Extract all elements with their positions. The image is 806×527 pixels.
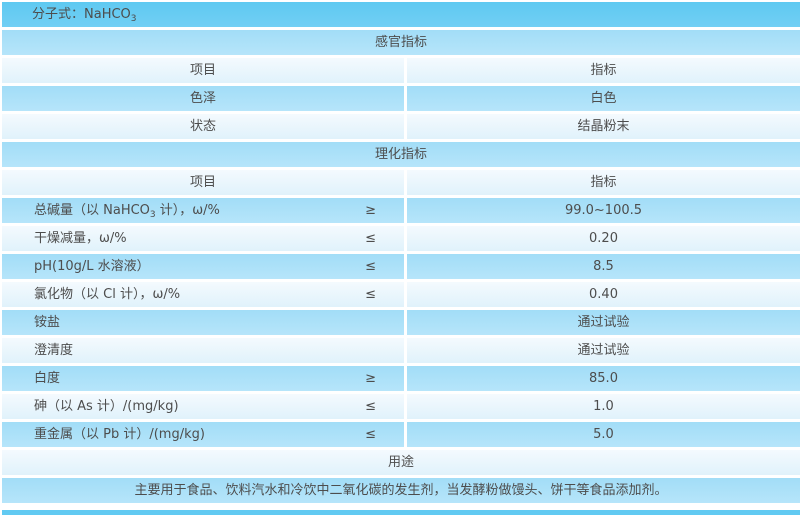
section-header-physchem-label: 理化指标 bbox=[2, 142, 800, 167]
row-drying-loss-label-cell: 干燥减量，ω/% ≤ bbox=[2, 226, 404, 251]
row-ph-value: 8.5 bbox=[407, 254, 800, 279]
row-arsenic-label: 砷（以 As 计）/(mg/kg) bbox=[34, 399, 179, 414]
row-state-label: 状态 bbox=[2, 114, 404, 139]
row-chloride-label-cell: 氯化物（以 Cl 计），ω/% ≤ bbox=[2, 282, 404, 307]
section-header-usage: 用途 bbox=[2, 450, 800, 475]
table-row-ammonium: 铵盐 通过试验 bbox=[2, 310, 800, 335]
row-chloride-label: 氯化物（以 Cl 计），ω/% bbox=[34, 287, 181, 302]
row-ammonium-label: 铵盐 bbox=[34, 315, 61, 330]
row-total-alkali-subscript: 3 bbox=[149, 210, 156, 220]
row-ph-label: pH(10g/L 水溶液） bbox=[34, 259, 150, 274]
table-row-state: 状态 结晶粉末 bbox=[2, 114, 800, 139]
row-arsenic-value: 1.0 bbox=[407, 394, 800, 419]
table-row-color: 色泽 白色 bbox=[2, 86, 800, 111]
table-header-row-physchem: 项目 指标 bbox=[2, 170, 800, 195]
section-header-usage-label: 用途 bbox=[2, 450, 800, 475]
row-ammonium-label-cell: 铵盐 bbox=[2, 310, 404, 335]
row-drying-loss-value: 0.20 bbox=[407, 226, 800, 251]
row-color-value: 白色 bbox=[407, 86, 800, 111]
row-heavy-metal-value: 5.0 bbox=[407, 422, 800, 447]
gte-symbol: ≥ bbox=[365, 371, 376, 386]
table-row-drying-loss: 干燥减量，ω/% ≤ 0.20 bbox=[2, 226, 800, 251]
row-chloride-value: 0.40 bbox=[407, 282, 800, 307]
molecular-formula-text: 分子式：NaHCO bbox=[32, 7, 131, 22]
gte-symbol: ≥ bbox=[365, 203, 376, 218]
lte-symbol: ≤ bbox=[365, 399, 376, 414]
column-header-item: 项目 bbox=[2, 170, 404, 195]
table-row-heavy-metal: 重金属（以 Pb 计）/(mg/kg) ≤ 5.0 bbox=[2, 422, 800, 447]
table-row-arsenic: 砷（以 As 计）/(mg/kg) ≤ 1.0 bbox=[2, 394, 800, 419]
spec-table: 分子式：NaHCO3 感官指标 项目 指标 色泽 白色 状态 结晶粉末 理化指标… bbox=[2, 2, 800, 515]
lte-symbol: ≤ bbox=[365, 231, 376, 246]
row-clarity-label: 澄清度 bbox=[34, 343, 74, 358]
molecular-formula-subscript: 3 bbox=[130, 14, 137, 24]
row-state-value: 结晶粉末 bbox=[407, 114, 800, 139]
table-row-chloride: 氯化物（以 Cl 计），ω/% ≤ 0.40 bbox=[2, 282, 800, 307]
row-color-label: 色泽 bbox=[2, 86, 404, 111]
column-header-item: 项目 bbox=[2, 58, 404, 83]
bottom-rule-bar bbox=[2, 510, 800, 515]
column-header-spec: 指标 bbox=[407, 58, 800, 83]
row-whiteness-label-cell: 白度 ≥ bbox=[2, 366, 404, 391]
section-header-physchem: 理化指标 bbox=[2, 142, 800, 167]
table-row-total-alkali: 总碱量（以 NaHCO3 计），ω/% ≥ 99.0~100.5 bbox=[2, 198, 800, 223]
molecular-formula-cell: 分子式：NaHCO3 bbox=[2, 2, 800, 27]
table-row-whiteness: 白度 ≥ 85.0 bbox=[2, 366, 800, 391]
row-ammonium-value: 通过试验 bbox=[407, 310, 800, 335]
molecular-formula-label: 分子式：NaHCO3 bbox=[2, 7, 137, 24]
row-drying-loss-label: 干燥减量，ω/% bbox=[34, 231, 127, 246]
row-total-alkali-label: 总碱量（以 NaHCO3 计），ω/% bbox=[2, 203, 220, 220]
section-header-sensory-label: 感官指标 bbox=[2, 30, 800, 55]
row-heavy-metal-label: 重金属（以 Pb 计）/(mg/kg) bbox=[34, 427, 205, 442]
table-row-clarity: 澄清度 通过试验 bbox=[2, 338, 800, 363]
table-row-molecular-formula: 分子式：NaHCO3 bbox=[2, 2, 800, 27]
lte-symbol: ≤ bbox=[365, 427, 376, 442]
row-clarity-label-cell: 澄清度 bbox=[2, 338, 404, 363]
row-total-alkali-value: 99.0~100.5 bbox=[407, 198, 800, 223]
row-clarity-value: 通过试验 bbox=[407, 338, 800, 363]
table-header-row-sensory: 项目 指标 bbox=[2, 58, 800, 83]
row-total-alkali-label-cell: 总碱量（以 NaHCO3 计），ω/% ≥ bbox=[2, 198, 404, 223]
row-whiteness-value: 85.0 bbox=[407, 366, 800, 391]
section-header-sensory: 感官指标 bbox=[2, 30, 800, 55]
table-row-usage-description: 主要用于食品、饮料汽水和冷饮中二氧化碳的发生剂，当发酵粉做馒头、饼干等食品添加剂… bbox=[2, 478, 800, 503]
row-heavy-metal-label-cell: 重金属（以 Pb 计）/(mg/kg) ≤ bbox=[2, 422, 404, 447]
lte-symbol: ≤ bbox=[365, 259, 376, 274]
column-header-spec: 指标 bbox=[407, 170, 800, 195]
row-ph-label-cell: pH(10g/L 水溶液） ≤ bbox=[2, 254, 404, 279]
usage-description-text: 主要用于食品、饮料汽水和冷饮中二氧化碳的发生剂，当发酵粉做馒头、饼干等食品添加剂… bbox=[2, 478, 800, 503]
row-arsenic-label-cell: 砷（以 As 计）/(mg/kg) ≤ bbox=[2, 394, 404, 419]
row-total-alkali-text: 总碱量（以 NaHCO bbox=[34, 203, 150, 218]
row-whiteness-label: 白度 bbox=[34, 371, 61, 386]
lte-symbol: ≤ bbox=[365, 287, 376, 302]
table-row-ph: pH(10g/L 水溶液） ≤ 8.5 bbox=[2, 254, 800, 279]
row-total-alkali-text-post: 计），ω/% bbox=[155, 203, 220, 218]
